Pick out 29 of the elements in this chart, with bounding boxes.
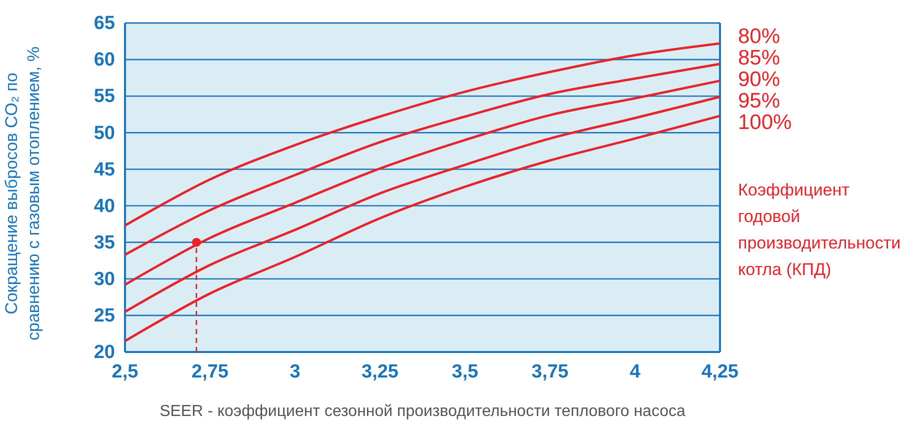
y-tick-label: 25 <box>94 306 116 327</box>
x-tick-label: 2,5 <box>112 361 139 382</box>
x-axis-title: SEER - коэффициент сезонной производительности теплового насоса <box>160 403 686 420</box>
y-tick-label: 60 <box>94 50 115 71</box>
x-tick-label: 3,25 <box>362 361 399 382</box>
y-tick-label: 30 <box>94 268 115 290</box>
y-tick-label: 50 <box>94 122 115 144</box>
line-series <box>124 80 722 286</box>
series-label: 85% <box>738 46 780 70</box>
x-tick-label: 3 <box>290 361 300 382</box>
series-label: 95% <box>738 90 780 112</box>
line-series <box>124 42 722 227</box>
y-axis-title: Сокращение выбросов CO₂ по сравнению с газовым отоплением, % <box>2 46 43 340</box>
line-series <box>124 62 722 256</box>
x-tick-label: 4,25 <box>702 361 739 382</box>
legend-title: Коэффициент годовой производительности котла (КПД) <box>738 180 901 279</box>
series-label: 100% <box>738 111 792 134</box>
x-tick-label: 3,75 <box>532 361 569 382</box>
series-label: 90% <box>738 68 780 91</box>
y-tick-label: 40 <box>94 196 115 217</box>
y-tick-label: 45 <box>94 159 116 180</box>
x-tick-label: 3,5 <box>452 361 479 382</box>
x-tick-label: 4 <box>630 361 641 382</box>
series-label: 80% <box>738 25 780 48</box>
x-tick-label: 2,75 <box>192 361 229 382</box>
y-tick-label: 35 <box>94 232 116 254</box>
y-tick-label: 65 <box>94 13 116 34</box>
y-tick-label: 55 <box>94 86 116 108</box>
y-tick-label: 20 <box>94 342 115 364</box>
